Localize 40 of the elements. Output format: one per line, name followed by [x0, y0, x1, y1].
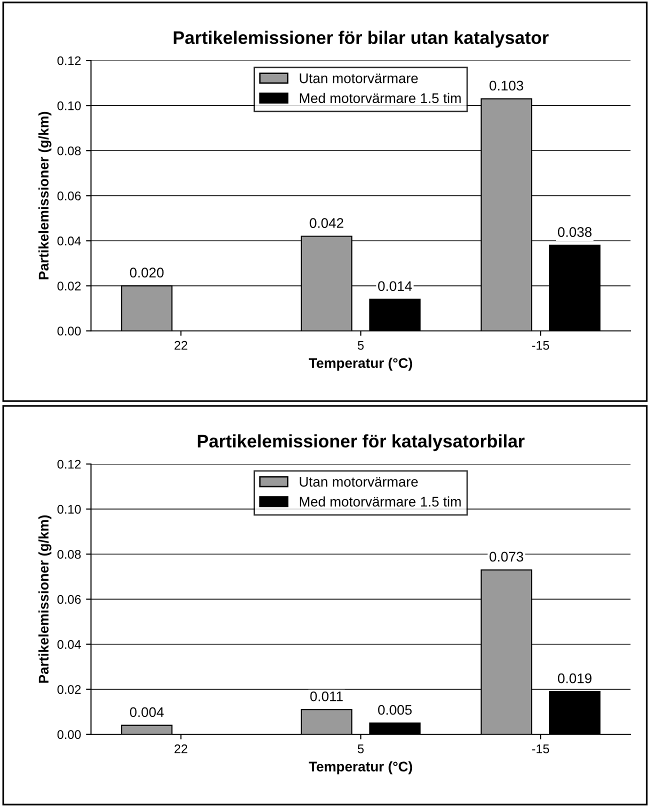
- y-tick-label: 0.10: [57, 504, 81, 514]
- x-tick-label: 5: [358, 341, 364, 350]
- x-tick-label: 22: [174, 744, 188, 754]
- y-tick-label: 0.06: [57, 192, 81, 200]
- data-label: 0.011: [310, 691, 343, 702]
- data-label: 0.004: [130, 707, 164, 718]
- y-axis-title: Partikelemissioner (g/km): [38, 112, 52, 280]
- y-tick-label: 0.00: [57, 730, 81, 740]
- y-tick-label: 0.12: [57, 460, 81, 469]
- x-axis-title: Temperatur (°C): [308, 761, 412, 774]
- y-tick-label: 0.08: [57, 146, 81, 156]
- legend-label: Utan motorvärmare: [300, 74, 418, 84]
- legend-label: Med motorvärmare 1.5 tim: [300, 496, 461, 507]
- data-label: 0.014: [378, 281, 412, 292]
- y-tick-label: 0.04: [57, 236, 81, 246]
- data-label: 0.042: [310, 218, 344, 228]
- x-tick-label: -15: [532, 341, 550, 350]
- y-tick-label: 0.02: [57, 282, 81, 290]
- legend-label: Med motorvärmare 1.5 tim: [300, 92, 461, 104]
- y-tick-label: 0.00: [57, 326, 81, 336]
- x-tick-label: -15: [532, 744, 550, 754]
- y-tick-label: 0.02: [57, 685, 81, 694]
- y-tick-label: 0.12: [57, 56, 81, 66]
- y-tick-label: 0.06: [57, 595, 81, 604]
- data-label: 0.005: [378, 704, 412, 715]
- data-label: 0.020: [130, 268, 164, 278]
- data-label: 0.019: [558, 673, 592, 684]
- data-label: 0.073: [490, 552, 524, 562]
- y-tick-label: 0.10: [57, 101, 81, 110]
- x-tick-label: 22: [174, 340, 188, 350]
- y-axis-title: Partikelemissioner (g/km): [38, 515, 52, 683]
- y-tick-label: 0.08: [57, 550, 81, 559]
- y-tick-label: 0.04: [57, 640, 81, 649]
- legend-label: Utan motorvärmare: [300, 477, 418, 487]
- chart-title: Partikelemissioner för bilar utan katalysator: [174, 30, 549, 48]
- x-tick-label: 5: [358, 744, 364, 754]
- data-label: 0.103: [490, 80, 524, 91]
- data-label: 0.038: [558, 227, 592, 237]
- chart-title: Partikelemissioner för katalysatorbilar: [198, 434, 525, 452]
- x-axis-title: Temperatur (°C): [308, 358, 412, 371]
